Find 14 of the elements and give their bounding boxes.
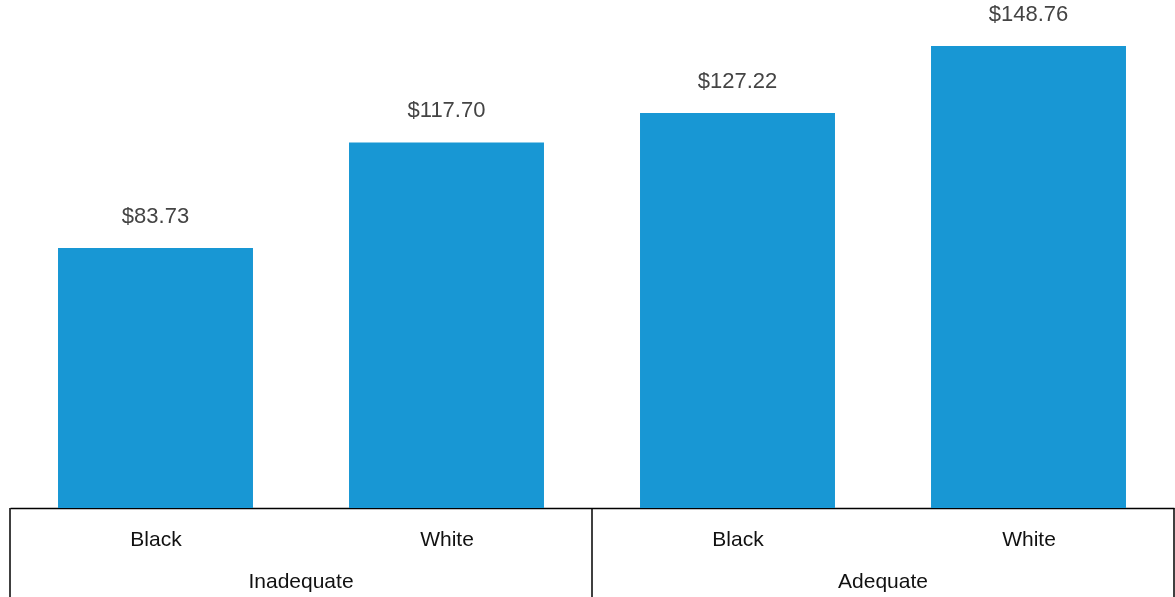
bar: [640, 112, 835, 508]
data-label: $117.70: [407, 97, 486, 123]
text: Inadequate: [248, 569, 354, 592]
x-tick-label: White: [1002, 526, 1056, 550]
data-label: $127.22: [697, 67, 778, 93]
data-label: $148.76: [988, 1, 1069, 26]
bar: [931, 46, 1126, 508]
bar: [349, 142, 544, 508]
bar: [58, 247, 253, 508]
x-tick-label: White: [420, 526, 474, 550]
data-label: $83.73: [121, 202, 190, 228]
x-tick-label: Black: [712, 526, 765, 550]
text: Adequate: [838, 569, 928, 592]
x-tick-label: Black: [130, 526, 183, 550]
